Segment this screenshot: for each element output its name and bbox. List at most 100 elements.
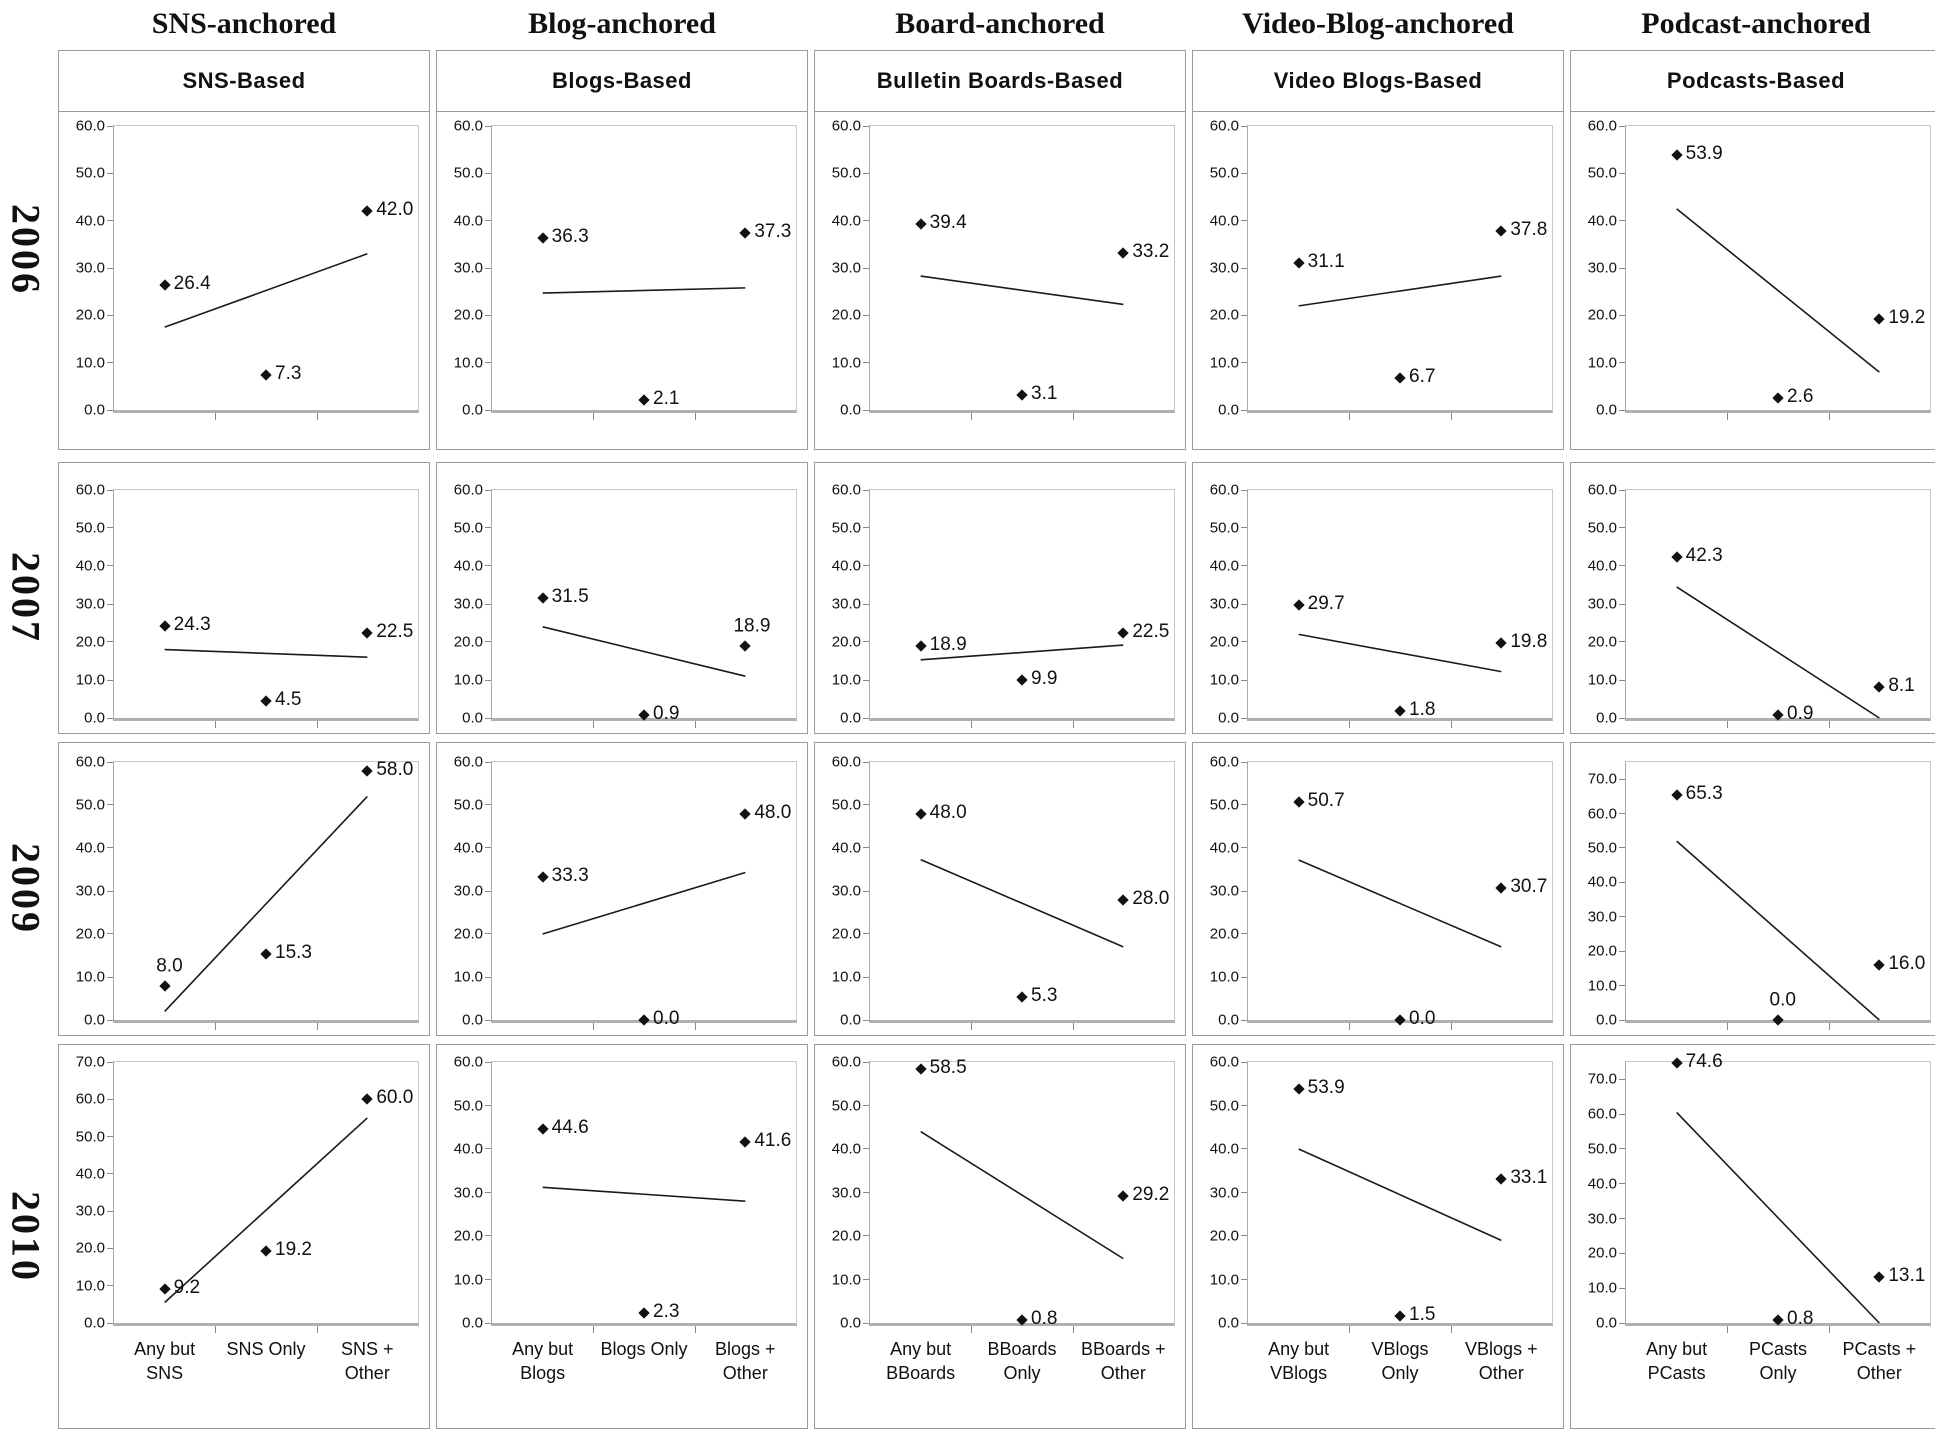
data-point-value-label: 18.9 [929, 634, 967, 656]
y-axis-tick-label: 40.0 [453, 1140, 483, 1158]
y-axis-tick-label: 50.0 [453, 519, 483, 537]
y-axis-tick-label: 40.0 [75, 1165, 105, 1183]
data-point-value-label: 58.5 [929, 1056, 967, 1078]
chart-card: 0.0 10.0 20.0 30.0 40.0 50.0 60.0 42.3 0.9 8.1 [1570, 462, 1935, 734]
y-axis-tick-mark [485, 1104, 491, 1106]
plot-area: 0.0 10.0 20.0 30.0 40.0 50.0 60.0 58.5 0.8 29.2 An… [832, 1054, 1175, 1383]
chart-card: 0.0 10.0 20.0 30.0 40.0 50.0 60.0 50.7 0.0 30.7 [1192, 742, 1564, 1036]
x-axis-tick-mark [1349, 721, 1351, 728]
x-axis-tick-mark [215, 1023, 217, 1030]
y-axis-tick-mark [107, 1136, 113, 1138]
y-axis-tick-label: 30.0 [75, 259, 105, 277]
y-axis-tick-mark [485, 220, 491, 222]
data-point-value-label: 60.0 [376, 1087, 414, 1109]
x-axis-tick-mark [1727, 1023, 1729, 1030]
chart-title: Blogs-Based [437, 51, 807, 112]
y-axis-tick-label: 50.0 [831, 164, 861, 182]
y-axis-tick-label: 70.0 [1587, 770, 1617, 788]
y-axis-tick-label: 50.0 [1587, 519, 1617, 537]
x-axis-tick-mark [316, 1023, 318, 1030]
plot-area: 0.0 10.0 20.0 30.0 40.0 50.0 60.0 50.7 0.0 30.7 [1210, 754, 1553, 1030]
x-axis-tick-mark [1727, 413, 1729, 420]
trend-line [114, 1062, 418, 1323]
y-axis-tick-label: 10.0 [75, 1277, 105, 1295]
data-point-value-label: 37.8 [1510, 219, 1548, 241]
y-axis-tick-mark [863, 565, 869, 567]
y-axis-tick-mark [485, 527, 491, 529]
plot-area: 0.0 10.0 20.0 30.0 40.0 50.0 60.0 48.0 5.3 28.0 [832, 754, 1175, 1030]
plot-area: 0.0 10.0 20.0 30.0 40.0 50.0 60.0 42.3 0.9 8.1 [1588, 482, 1931, 728]
y-axis-tick-mark [107, 933, 113, 935]
y-axis-tick-label: 40.0 [831, 212, 861, 230]
y-axis-tick-mark [1241, 641, 1247, 643]
plot-area: 0.0 10.0 20.0 30.0 40.0 50.0 60.0 31.5 0.9 18.9 [454, 482, 797, 728]
y-axis-tick-label: 30.0 [1209, 595, 1239, 613]
y-axis-tick-label: 30.0 [1587, 259, 1617, 277]
y-axis-tick-mark [485, 314, 491, 316]
chart-card: 0.0 10.0 20.0 30.0 40.0 50.0 60.0 70.0 9.2 19.2 60… [58, 1044, 430, 1429]
y-axis-tick-mark [107, 679, 113, 681]
y-axis-tick-mark [485, 679, 491, 681]
y-axis-tick-mark [863, 1192, 869, 1193]
x-category-label: PCasts Only [1748, 1339, 1808, 1384]
trend-line [492, 126, 796, 410]
trend-line [1248, 490, 1552, 718]
y-axis-tick-mark [485, 489, 491, 491]
y-axis-tick-label: 0.0 [462, 709, 483, 727]
y-axis-tick-label: 10.0 [831, 1271, 861, 1288]
y-axis-tick-mark [485, 847, 491, 849]
y-axis-tick-mark [1619, 1322, 1625, 1324]
y-axis-tick-mark [1241, 847, 1247, 849]
y-axis-tick-mark [1619, 489, 1625, 491]
y-axis-tick-mark [1241, 565, 1247, 567]
y-axis-tick-label: 40.0 [1209, 557, 1239, 575]
y-axis-tick-mark [107, 641, 113, 643]
y-axis-tick-mark [863, 933, 869, 935]
y-axis-tick-label: 30.0 [1587, 595, 1617, 613]
y-axis-tick-mark [1241, 314, 1247, 316]
y-axis-tick-label: 0.0 [840, 709, 861, 727]
y-axis-tick-label: 20.0 [453, 925, 483, 943]
y-axis-tick-mark [1241, 220, 1247, 222]
y-axis-tick-mark [1619, 1218, 1625, 1220]
x-axis-tick-mark [1828, 1023, 1830, 1030]
y-axis-tick-mark [1619, 778, 1625, 780]
column-header: SNS-anchored [151, 7, 337, 40]
x-axis-tick-mark [1072, 413, 1074, 420]
x-axis-tick-mark [694, 1023, 696, 1030]
data-point-value-label: 53.9 [1307, 1076, 1345, 1098]
y-axis-tick-label: 70.0 [1587, 1070, 1617, 1088]
y-axis-tick-mark [107, 1285, 113, 1287]
chart-row-2009: 2009 0.0 10.0 20.0 30.0 40.0 50.0 60.0 8.0 15.3 58… [0, 742, 1935, 1036]
x-axis-tick-mark [971, 1023, 973, 1030]
y-axis-tick-mark [1241, 717, 1247, 719]
data-point-value-label: 31.1 [1307, 250, 1345, 272]
y-axis-tick-label: 60.0 [453, 753, 483, 771]
y-axis-tick-label: 60.0 [1209, 481, 1239, 499]
y-axis-tick-mark [485, 1322, 491, 1324]
plot-area: 0.0 10.0 20.0 30.0 40.0 50.0 60.0 53.9 2.6 19.2 [1588, 118, 1931, 420]
plot-area: 0.0 10.0 20.0 30.0 40.0 50.0 60.0 44.6 2.3 41.6 An… [454, 1054, 797, 1383]
y-axis-tick-label: 0.0 [840, 1011, 861, 1029]
chart-title: Bulletin Boards-Based [815, 51, 1185, 112]
data-point-value-label: 26.4 [173, 273, 211, 295]
y-axis-tick-label: 10.0 [1587, 977, 1617, 995]
y-axis-tick-mark [107, 890, 113, 892]
column-headers: SNS-anchored Blog-anchored Board-anchored V… [0, 2, 1935, 50]
y-axis-tick-mark [863, 1235, 869, 1237]
y-axis-tick-label: 60.0 [1209, 753, 1239, 771]
y-axis-tick-mark [107, 1247, 113, 1249]
trend-line [870, 762, 1174, 1020]
x-axis-tick-mark [1072, 721, 1074, 728]
y-axis-tick-mark [1241, 1148, 1247, 1150]
y-axis-tick-mark [1241, 125, 1247, 127]
trend-line [1248, 762, 1552, 1020]
y-axis-tick-mark [863, 1322, 869, 1324]
y-axis-tick-mark [1619, 527, 1625, 529]
y-axis-tick-label: 20.0 [75, 1239, 105, 1257]
y-axis-tick-label: 20.0 [1209, 306, 1239, 324]
data-point-value-label: 22.5 [1132, 620, 1170, 642]
y-axis-tick-mark [485, 890, 491, 892]
data-point-value-label: 4.5 [275, 689, 302, 711]
y-axis-tick-label: 20.0 [75, 306, 105, 324]
